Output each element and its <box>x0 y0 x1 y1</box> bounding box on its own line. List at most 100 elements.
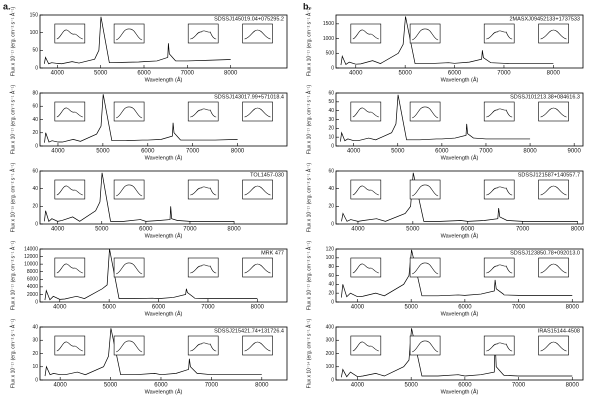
x-tick-label: 6000 <box>154 383 168 389</box>
y-tick-label: 200 <box>326 351 335 357</box>
inset <box>187 101 219 122</box>
spectrum-line <box>341 172 578 222</box>
y-tick-label: 12000 <box>24 254 38 260</box>
y-tick-label: 60 <box>32 104 38 110</box>
object-name: 2MASXJ09452133+1737533 <box>510 16 581 22</box>
y-tick-label: 40 <box>328 282 334 288</box>
y-tick-label: 60 <box>328 90 334 96</box>
inset-line <box>244 107 271 118</box>
inset <box>54 257 86 278</box>
plot-frame <box>39 170 288 225</box>
inset-line <box>411 106 439 119</box>
y-tick-label: 100 <box>326 255 335 261</box>
x-tick-label: 7000 <box>181 71 195 77</box>
plot-frame <box>39 248 288 303</box>
inset <box>113 23 145 44</box>
y-tick-label: 120 <box>326 246 335 252</box>
inset-line <box>486 186 513 196</box>
x-tick-label: 5000 <box>391 149 405 155</box>
inset-line <box>486 264 513 274</box>
inset-line <box>540 185 567 196</box>
object-name: TOL1457-030 <box>250 172 284 178</box>
inset <box>113 257 145 278</box>
y-tick-label: 0 <box>35 221 38 227</box>
x-tick-label: 4000 <box>351 383 365 389</box>
x-tick-label: 6000 <box>458 305 472 311</box>
x-tick-label: 4000 <box>51 71 65 77</box>
x-tick-label: 8000 <box>571 227 585 233</box>
spectrum-line <box>341 328 573 378</box>
spectrum-line <box>44 172 235 222</box>
y-tick-label: 40 <box>328 186 334 192</box>
x-tick-label: 6000 <box>448 71 462 77</box>
spectrum-line <box>44 94 238 143</box>
plot-frame <box>335 170 584 225</box>
y-tick-label: 20 <box>328 290 334 296</box>
inset-line <box>56 185 83 196</box>
y-tick-label: 20 <box>32 130 38 136</box>
x-tick-label: 8000 <box>566 305 580 311</box>
inset-line <box>540 341 567 352</box>
x-tick-label: 4000 <box>351 227 365 233</box>
inset <box>409 335 441 356</box>
y-axis-label: Flux x 10⁻¹⁷ (erg. cm⁻² s⁻¹ Å⁻¹) <box>305 7 312 77</box>
x-tick-label: 7000 <box>512 383 526 389</box>
y-tick-label: 1500 <box>323 21 334 27</box>
inset-line <box>56 107 83 118</box>
inset <box>538 335 569 356</box>
y-tick-label: 0 <box>331 377 334 383</box>
y-tick-label: 40 <box>32 117 38 123</box>
y-tick-label: 50 <box>32 48 38 54</box>
inset-line <box>190 342 217 352</box>
x-tick-label: 7000 <box>479 149 493 155</box>
inset-line <box>486 30 513 40</box>
y-tick-label: 80 <box>328 264 334 270</box>
inset <box>54 23 86 44</box>
object-name: SDSSJ145019.04+075295.2 <box>214 16 284 22</box>
y-tick-label: 400 <box>326 324 335 330</box>
x-tick-label: 7000 <box>497 71 511 77</box>
inset <box>242 179 273 200</box>
y-tick-label: 40 <box>32 186 38 192</box>
y-tick-label: 0 <box>35 377 38 383</box>
y-tick-label: 60 <box>328 273 334 279</box>
x-tick-label: 4000 <box>351 305 365 311</box>
inset <box>350 335 382 356</box>
object-name: SDSSJ121587+140557.7 <box>518 172 580 178</box>
inset-line <box>56 341 83 352</box>
x-tick-label: 7000 <box>205 383 219 389</box>
y-axis-label: Flux x 10⁻¹⁵ (erg. cm⁻² s⁻¹ Å⁻¹) <box>9 162 16 232</box>
y-axis-label: Flux x 10⁻¹⁷ (erg. cm⁻² s⁻¹ Å⁻¹) <box>305 241 312 311</box>
inset <box>350 23 382 44</box>
x-tick-label: 5000 <box>406 227 420 233</box>
x-tick-label: 6000 <box>137 71 151 77</box>
inset <box>113 101 145 122</box>
y-tick-label: 100 <box>30 30 39 36</box>
inset-line <box>352 263 379 274</box>
inset-line <box>352 29 379 40</box>
inset <box>409 101 441 122</box>
inset <box>113 179 145 200</box>
x-tick-label: 5000 <box>95 227 109 233</box>
y-tick-label: 10 <box>328 134 334 140</box>
y-tick-label: 40 <box>32 324 38 330</box>
x-tick-label: 5000 <box>398 71 412 77</box>
y-tick-label: 100 <box>326 364 335 370</box>
x-axis-label: Wavelength (Å) <box>145 76 183 83</box>
y-tick-label: 0 <box>35 65 38 71</box>
x-tick-label: 8000 <box>251 305 265 311</box>
inset <box>242 335 273 356</box>
inset-line <box>115 184 143 197</box>
y-tick-label: 30 <box>328 117 334 123</box>
y-axis-label: Flux x 10⁻¹⁷ (erg. cm⁻² s⁻¹ Å⁻¹) <box>305 85 312 155</box>
inset <box>54 179 86 200</box>
x-tick-label: 8000 <box>227 227 241 233</box>
x-axis-label: Wavelength (Å) <box>441 76 479 83</box>
y-axis-label: Flux x 10⁻¹⁷ (erg. cm⁻² s⁻¹ Å⁻¹) <box>9 85 16 155</box>
x-tick-label: 6000 <box>461 227 475 233</box>
inset <box>350 257 382 278</box>
y-axis-label: Flux x 10⁻¹⁷ (erg. cm⁻² s⁻¹ Å⁻¹) <box>9 319 16 389</box>
y-tick-label: 60 <box>32 168 38 174</box>
x-tick-label: 7000 <box>186 149 200 155</box>
inset <box>538 101 569 122</box>
